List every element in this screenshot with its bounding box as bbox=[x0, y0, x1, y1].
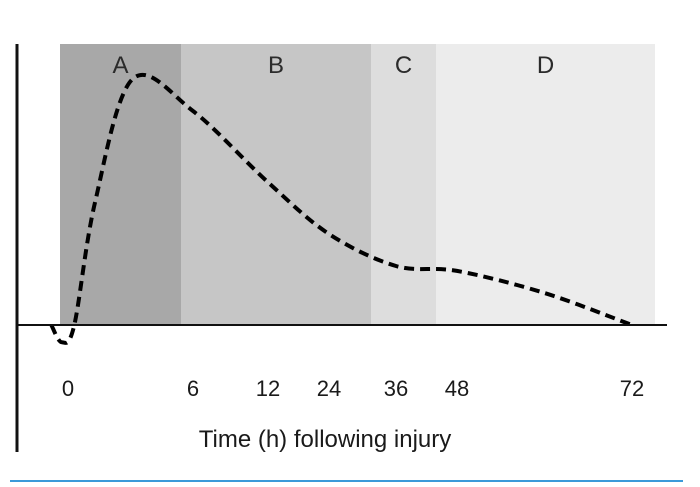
phase-band-b bbox=[181, 44, 371, 325]
x-tick-label-24: 24 bbox=[317, 376, 341, 401]
curve-layer bbox=[49, 72, 633, 345]
phase-band-a bbox=[60, 44, 181, 325]
phase-label-b: B bbox=[268, 52, 284, 79]
x-tick-label-0: 0 bbox=[62, 376, 74, 401]
x-tick-label-48: 48 bbox=[445, 376, 469, 401]
x-tick-labels: 0 6 12 24 36 48 72 bbox=[62, 376, 644, 401]
phase-label-a: A bbox=[112, 52, 128, 79]
phase-band-c bbox=[371, 44, 436, 325]
x-axis-title: Time (h) following injury bbox=[199, 426, 452, 453]
x-tick-label-72: 72 bbox=[620, 376, 644, 401]
phase-label-c: C bbox=[395, 52, 412, 79]
phase-labels: A B C D bbox=[112, 52, 554, 79]
phase-label-d: D bbox=[537, 52, 554, 79]
x-tick-label-6: 6 bbox=[187, 376, 199, 401]
phase-bands bbox=[60, 44, 655, 325]
phase-band-d bbox=[436, 44, 655, 325]
series-line-dashed bbox=[49, 72, 633, 345]
x-tick-label-12: 12 bbox=[256, 376, 280, 401]
x-tick-label-36: 36 bbox=[384, 376, 408, 401]
